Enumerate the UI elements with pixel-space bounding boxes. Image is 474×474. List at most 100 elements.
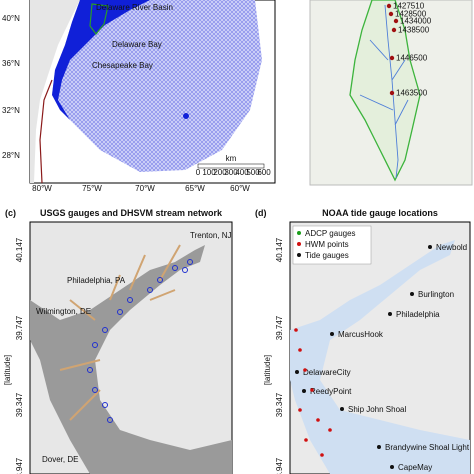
hwm-point [316,418,320,422]
tide-gauge [428,245,432,249]
gauge-marker [391,27,397,33]
basin-outline [89,3,109,35]
station-label: Burlington [418,290,454,299]
station-label: Brandywine Shoal Light [385,443,470,452]
y-tick-label: 39.747 [275,315,284,340]
gauge-label: 1427510 [393,2,425,11]
hwm-point [304,438,308,442]
land [30,0,80,183]
hwm-point [328,428,332,432]
tide-gauge [340,407,344,411]
model-mesh [52,0,262,172]
panel-title: USGS gauges and DHSVM stream network [40,208,223,218]
scale-tick-label: 400 [235,168,249,177]
city-label: Philadelphia, PA [67,276,126,285]
river-network [359,4,409,179]
y-tick-label: 40.147 [275,237,284,262]
scale-tick-label: 100 [202,168,216,177]
mesh-refined [52,0,150,120]
scale-tick-label: 500 [246,168,260,177]
usgs-gauge [102,402,108,408]
legend-marker [297,242,301,246]
lon-tick-label: 65°W [185,184,205,193]
scale-tick-label: 200 [213,168,227,177]
y-axis-label: [latitude] [3,355,12,385]
legend-label: HWM points [305,240,349,249]
scale-tick-label: 300 [224,168,238,177]
tide-gauge [390,465,394,469]
map-frame [29,221,233,474]
station-label: Ship John Shoal [348,405,406,414]
panel-tag: (c) [5,208,16,218]
scale-bar [197,163,265,169]
tide-gauge [302,389,306,393]
map-label: Delaware River Basin [96,3,173,12]
map-label: Delaware Bay [112,40,162,49]
basin-outline [349,0,421,182]
station-label: DelawareCity [303,368,351,377]
usgs-gauge [187,259,193,265]
usgs-gauge [182,267,188,273]
tide-gauge [295,370,299,374]
hwm-point [310,388,314,392]
hwm-point [303,368,307,372]
city-label: Trenton, NJ [190,231,232,240]
lon-tick-label: 80°W [32,184,52,193]
mesh-point [183,113,189,119]
scale-unit: km [226,154,237,163]
lat-tick-label: 32°N [2,106,20,115]
panel-a [29,0,276,184]
gauge-label: 1438500 [398,26,430,35]
usgs-gauge [117,309,123,315]
hwm-point [298,348,302,352]
gauge-marker [386,3,392,9]
tide-gauge [377,445,381,449]
gauge-label: 1434000 [400,17,432,26]
station-label: ReedyPoint [310,387,352,396]
hwm-point [294,328,298,332]
hwm-point [298,408,302,412]
y-axis-label: [latitude] [263,355,272,385]
city-label: Dover, DE [42,455,78,464]
usgs-gauge [127,297,133,303]
scale-tick-label: 600 [257,168,271,177]
lat-tick-label: 28°N [2,151,20,160]
lat-tick-label: 36°N [2,59,20,68]
tide-gauge [330,332,334,336]
usgs-gauge [107,417,113,423]
water [30,245,232,474]
usgs-gauge [92,342,98,348]
legend-label: ADCP gauges [305,229,356,238]
gauge-marker [393,18,399,24]
y-tick-label: 38.947 [15,457,24,474]
gauge-marker [389,55,395,61]
gauge-marker [388,11,394,17]
gauge-label: 1446500 [396,54,428,63]
gauge-marker [389,90,395,96]
gauge-label: 1428500 [395,10,427,19]
hwm-point [320,453,324,457]
usgs-gauge [87,367,93,373]
panel-c [29,221,233,474]
lon-tick-label: 75°W [82,184,102,193]
usgs-gauge [157,277,163,283]
map-label: Chesapeake Bay [92,61,153,70]
usgs-gauge [172,265,178,271]
coastline-detail [39,79,53,184]
lon-tick-label: 60°W [230,184,250,193]
usgs-gauge [92,387,98,393]
lat-tick-label: 40°N [2,14,20,23]
legend-marker [297,231,301,235]
panel-tag: (d) [255,208,267,218]
y-tick-label: 39.347 [275,392,284,417]
tide-gauge [388,312,392,316]
y-tick-label: 38.947 [275,457,284,474]
usgs-gauge [102,327,108,333]
panel-title: NOAA tide gauge locations [322,208,438,218]
legend-label: Tide gauges [305,251,349,260]
y-tick-label: 39.747 [15,315,24,340]
station-label: MarcusHook [338,330,384,339]
y-tick-label: 40.147 [15,237,24,262]
legend-marker [297,253,301,257]
